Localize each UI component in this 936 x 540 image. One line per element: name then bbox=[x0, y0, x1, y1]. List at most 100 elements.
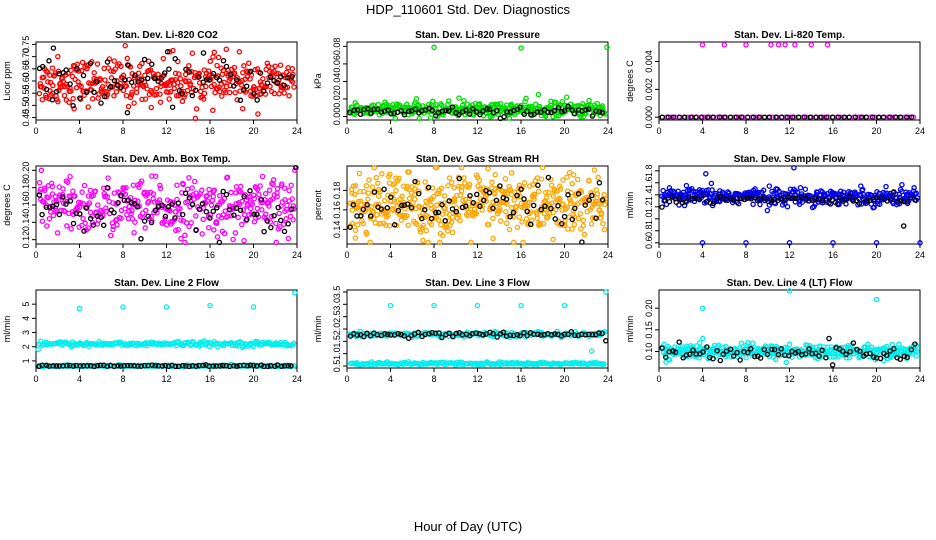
data-point bbox=[666, 198, 673, 205]
data-point bbox=[422, 361, 428, 367]
data-point bbox=[405, 335, 412, 341]
data-point bbox=[193, 106, 200, 112]
data-point bbox=[108, 75, 115, 81]
data-point bbox=[428, 202, 434, 208]
panel-8: Stan. Dev. Line 3 Flow ml/min 0.51.01.52.0… bbox=[313, 278, 613, 384]
data-point bbox=[458, 188, 465, 194]
panel-2: Stan. Dev. Li-820 PressurekPa0.000.020.0… bbox=[313, 30, 613, 136]
data-point bbox=[756, 114, 762, 120]
data-point bbox=[783, 359, 790, 366]
data-point bbox=[428, 215, 435, 222]
data-point bbox=[873, 296, 880, 303]
data-point bbox=[162, 216, 168, 222]
y-tick-label: 2.0 bbox=[332, 323, 342, 336]
data-point bbox=[877, 355, 884, 362]
data-point bbox=[388, 194, 394, 200]
data-point bbox=[750, 201, 756, 208]
data-point bbox=[847, 348, 853, 355]
data-point bbox=[211, 49, 218, 56]
data-point bbox=[543, 113, 549, 120]
data-point bbox=[180, 181, 186, 188]
data-point bbox=[177, 205, 183, 212]
data-point bbox=[442, 205, 448, 211]
data-point bbox=[172, 215, 178, 221]
data-point bbox=[813, 114, 819, 120]
x-tick-label: 16 bbox=[516, 126, 526, 136]
y-tick-label: 0.10 bbox=[644, 343, 654, 361]
data-point bbox=[864, 198, 870, 204]
data-point bbox=[791, 165, 797, 171]
data-point bbox=[571, 221, 578, 228]
data-point bbox=[438, 185, 445, 191]
data-point bbox=[545, 109, 551, 116]
data-point bbox=[207, 212, 214, 218]
data-point bbox=[182, 232, 188, 239]
data-point bbox=[63, 201, 69, 207]
x-tick-label: 4 bbox=[700, 250, 705, 260]
data-point bbox=[256, 85, 262, 92]
data-point bbox=[235, 214, 241, 221]
data-point bbox=[354, 107, 361, 113]
data-point bbox=[36, 192, 43, 198]
data-point bbox=[699, 42, 706, 48]
data-point bbox=[153, 85, 160, 92]
data-point bbox=[565, 103, 571, 110]
data-point bbox=[145, 75, 151, 82]
data-point bbox=[874, 194, 880, 201]
data-point bbox=[275, 204, 281, 211]
data-point bbox=[421, 207, 428, 213]
x-tick-label: 8 bbox=[120, 374, 125, 384]
y-tick-label: 0.45 bbox=[21, 109, 31, 127]
panel-title: Stan. Dev. Li-820 CO2 bbox=[115, 30, 218, 41]
data-point bbox=[420, 237, 426, 244]
data-point bbox=[241, 193, 247, 200]
data-point bbox=[458, 164, 465, 171]
data-point bbox=[517, 333, 523, 339]
data-point bbox=[219, 93, 225, 99]
data-point bbox=[350, 202, 357, 208]
data-point bbox=[91, 363, 97, 370]
data-point bbox=[158, 75, 165, 81]
x-tick-label: 0 bbox=[33, 374, 38, 384]
data-point bbox=[108, 232, 114, 239]
data-point bbox=[771, 190, 777, 197]
data-point bbox=[237, 189, 244, 195]
data-point bbox=[238, 82, 245, 88]
data-point bbox=[128, 362, 134, 369]
data-point bbox=[162, 213, 169, 220]
data-point bbox=[152, 362, 158, 369]
x-tick-label: 0 bbox=[344, 126, 349, 136]
data-point bbox=[267, 219, 274, 225]
data-point bbox=[188, 219, 194, 226]
data-point bbox=[456, 183, 462, 190]
data-point bbox=[564, 174, 570, 180]
y-tick-label: 0.70 bbox=[21, 48, 31, 66]
data-point bbox=[231, 363, 237, 369]
data-point bbox=[565, 192, 571, 198]
data-point bbox=[107, 83, 114, 90]
data-point bbox=[260, 76, 266, 82]
data-point bbox=[122, 206, 128, 212]
data-point bbox=[911, 185, 917, 191]
data-point bbox=[128, 79, 135, 86]
data-point bbox=[723, 348, 730, 355]
data-points bbox=[347, 164, 608, 246]
data-point bbox=[132, 197, 138, 204]
data-point bbox=[443, 107, 449, 114]
data-point bbox=[446, 175, 453, 181]
data-point bbox=[696, 340, 703, 346]
data-point bbox=[420, 222, 427, 229]
data-point bbox=[786, 240, 793, 246]
data-point bbox=[149, 61, 155, 67]
x-tick-label: 24 bbox=[603, 250, 613, 260]
data-point bbox=[912, 197, 918, 203]
data-point bbox=[768, 346, 775, 353]
data-point bbox=[734, 349, 740, 356]
data-point bbox=[376, 221, 383, 227]
data-point bbox=[538, 206, 544, 213]
data-point bbox=[386, 222, 393, 229]
data-point bbox=[175, 200, 182, 206]
data-point bbox=[186, 195, 193, 201]
data-point bbox=[363, 183, 370, 189]
data-point bbox=[239, 198, 245, 205]
